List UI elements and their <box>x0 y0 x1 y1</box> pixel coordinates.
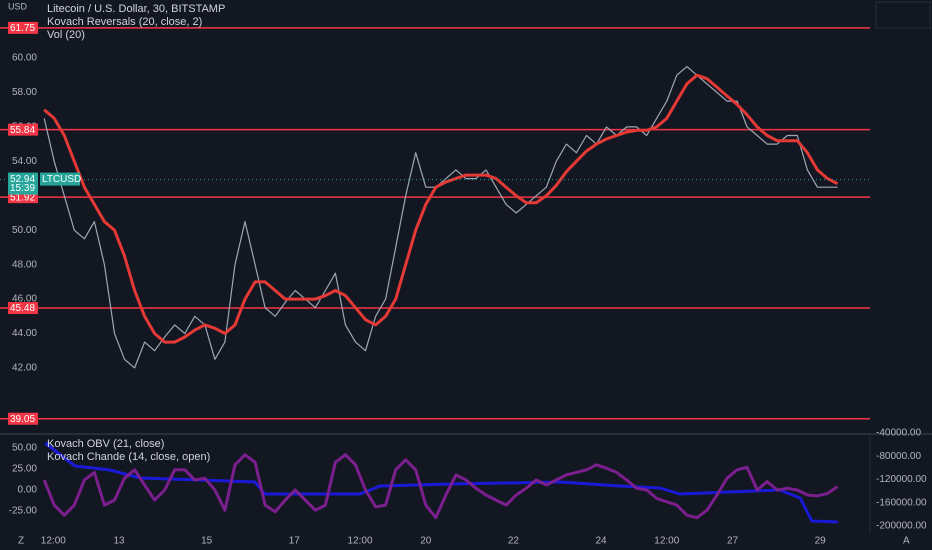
x-tick-label: 29 <box>815 536 827 547</box>
level-label: 61.75 <box>10 23 35 34</box>
level-label-box <box>8 21 38 34</box>
scale-button[interactable]: Z <box>18 536 24 547</box>
x-tick-label: 17 <box>289 536 301 547</box>
corner-box <box>875 1 931 29</box>
last-price-box <box>8 172 38 195</box>
level-label-box <box>8 412 38 425</box>
level-label: 55.84 <box>10 125 35 136</box>
y-tick-label: 44.00 <box>12 328 37 339</box>
labels: USD Litecoin / U.S. Dollar, 30, BITSTAMP… <box>8 1 927 547</box>
y2-tick-label: -80000.00 <box>876 451 921 462</box>
x-tick-label: 15 <box>201 536 213 547</box>
x-tick-label: 12:00 <box>654 536 679 547</box>
y-tick-label: 46.00 <box>12 294 37 305</box>
x-tick-label: 22 <box>508 536 520 547</box>
legend-entry: Kovach Chande (14, close, open) <box>47 451 210 463</box>
price-line <box>43 66 838 369</box>
y-tick-label: 0.00 <box>18 485 38 496</box>
x-tick-label: 13 <box>113 536 125 547</box>
x-tick-label: 24 <box>595 536 607 547</box>
x-tick-label: 12:00 <box>41 536 66 547</box>
x-tick-label: 27 <box>727 536 739 547</box>
level-label: 45.48 <box>10 303 35 314</box>
countdown-label: 15:39 <box>10 183 35 194</box>
x-tick-label: 12:00 <box>348 536 373 547</box>
y-tick-label: -25.00 <box>9 506 38 517</box>
level-label-box <box>8 302 38 315</box>
x-tick-label: 20 <box>420 536 432 547</box>
last-price-label: 52.94 <box>10 174 35 185</box>
marks <box>0 27 870 524</box>
level-label: 51.92 <box>10 192 35 203</box>
y2-tick-label: -200000.00 <box>876 521 927 532</box>
legend-entry: Vol (20) <box>47 29 85 41</box>
y2-tick-label: -120000.00 <box>876 474 927 485</box>
symbol-label: LTCUSD <box>42 174 81 185</box>
symbol-box <box>40 172 80 186</box>
level-label: 39.05 <box>10 414 35 425</box>
series-line <box>44 441 838 524</box>
y-tick-label: 25.00 <box>12 464 37 475</box>
scale-button[interactable]: A <box>903 536 910 547</box>
legend-entry: Kovach Reversals (20, close, 2) <box>47 16 202 28</box>
y-tick-label: 42.00 <box>12 363 37 374</box>
y2-tick-label: -40000.00 <box>876 428 921 439</box>
y-tick-label: 50.00 <box>12 225 37 236</box>
y2-tick-label: -160000.00 <box>876 497 927 508</box>
y-tick-label: 58.00 <box>12 87 37 98</box>
y-tick-label: 54.00 <box>12 156 37 167</box>
y-tick-label: 50.00 <box>12 443 37 454</box>
series-line <box>43 73 839 344</box>
level-label-box <box>8 123 38 136</box>
y-axis-label: USD <box>8 1 28 11</box>
y-tick-label: 48.00 <box>12 259 37 270</box>
legend-entry: Kovach OBV (21, close) <box>47 438 164 450</box>
chart-title: Litecoin / U.S. Dollar, 30, BITSTAMP <box>47 3 225 15</box>
series-line <box>42 453 839 520</box>
y-tick-label: 60.00 <box>12 53 37 64</box>
